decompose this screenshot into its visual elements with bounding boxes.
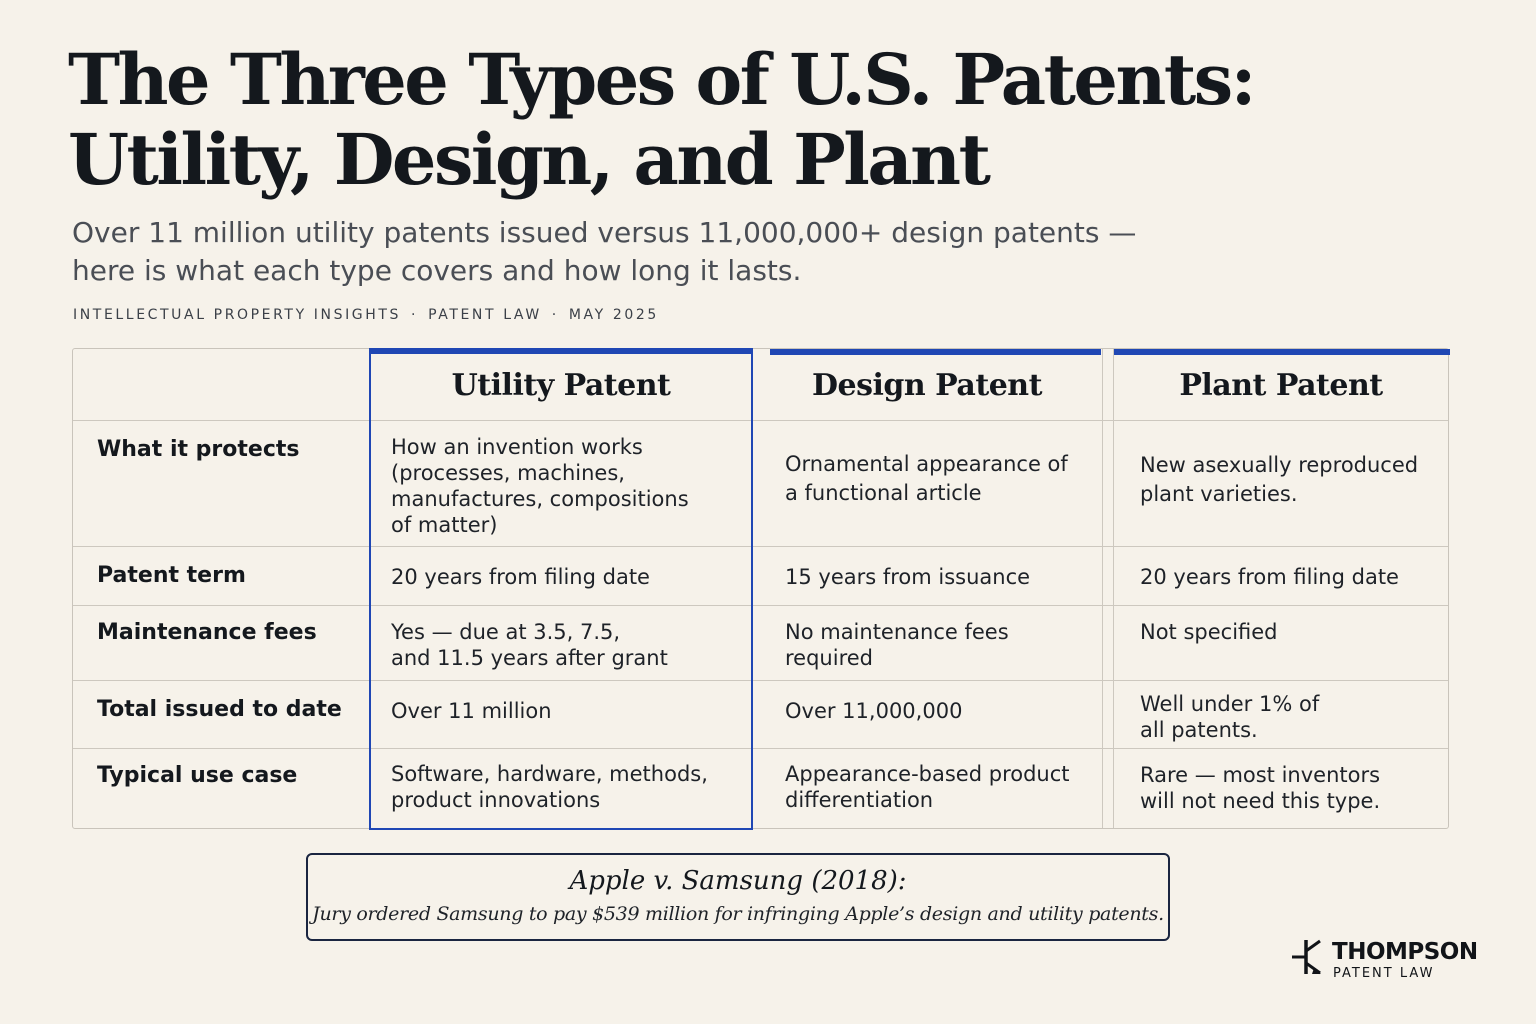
row-label-typical-use-case: Typical use case: [97, 763, 298, 788]
cell-design-term: 15 years from issuance: [785, 565, 1031, 589]
row-label-patent-term: Patent term: [97, 563, 246, 588]
page-subtitle: Over 11 million utility patents issued v…: [72, 214, 1136, 290]
cell-plant-fees: Not specified: [1140, 620, 1278, 644]
page-title-line-1: The Three Types of U.S. Patents:: [68, 38, 1256, 121]
column-divider: [1102, 349, 1103, 828]
cell-plant-term: 20 years from filing date: [1140, 565, 1399, 589]
meta-category: PATENT LAW: [428, 307, 542, 323]
meta-section: INTELLECTUAL PROPERTY INSIGHTS: [73, 307, 402, 323]
article-meta: INTELLECTUAL PROPERTY INSIGHTS · PATENT LA…: [73, 307, 659, 323]
row-divider: [73, 680, 1448, 681]
cell-plant-total: Well under 1% of all patents.: [1140, 692, 1320, 742]
cell-utility-protects: How an invention works (processes, machi…: [391, 435, 689, 537]
cell-design-fees: No maintenance fees required: [785, 620, 1009, 670]
row-divider: [73, 605, 1448, 606]
cell-plant-protects: New asexually reproduced plant varieties…: [1140, 453, 1419, 506]
page-subtitle-line-1: Over 11 million utility patents issued v…: [72, 216, 1137, 249]
cell-utility-term: 20 years from filing date: [391, 565, 650, 589]
brand-logo: THOMPSON PATENT LAW: [1290, 935, 1490, 985]
case-callout-title: Apple v. Samsung (2018):: [569, 866, 907, 896]
column-header-plant: Plant Patent: [1179, 368, 1383, 403]
brand-tagline: PATENT LAW: [1333, 966, 1435, 981]
row-label-total-issued: Total issued to date: [97, 697, 342, 722]
cell-design-use-case: Appearance-based product differentiation: [785, 762, 1070, 812]
cell-utility-fees: Yes — due at 3.5, 7.5, and 11.5 years af…: [391, 620, 668, 670]
row-divider: [73, 420, 1448, 421]
circuit-t-mark-icon: [1292, 939, 1321, 975]
case-callout: Apple v. Samsung (2018): Jury ordered Sa…: [306, 853, 1170, 941]
cell-utility-total: Over 11 million: [391, 699, 552, 723]
column-divider: [1113, 349, 1114, 828]
case-callout-text: Jury ordered Samsung to pay $539 million…: [312, 903, 1164, 925]
cell-design-total: Over 11,000,000: [785, 699, 963, 723]
row-divider: [73, 748, 1448, 749]
plant-column-accent: [1114, 349, 1450, 355]
page-title: The Three Types of U.S. Patents: Utility…: [68, 38, 1256, 201]
cell-design-protects: Ornamental appearance of a functional ar…: [785, 452, 1068, 505]
design-column-accent: [770, 349, 1101, 355]
meta-date: MAY 2025: [568, 307, 659, 323]
comparison-table: [72, 348, 1450, 829]
cell-plant-use-case: Rare — most inventors will not need this…: [1140, 763, 1381, 813]
column-header-utility: Utility Patent: [451, 368, 671, 403]
page-title-line-2: Utility, Design, and Plant: [68, 118, 991, 201]
row-divider: [73, 546, 1448, 547]
row-label-what-it-protects: What it protects: [97, 437, 300, 462]
page-subtitle-line-2: here is what each type covers and how lo…: [72, 254, 802, 287]
column-header-design: Design Patent: [812, 368, 1042, 403]
meta-separator: ·: [411, 307, 419, 323]
cell-utility-use-case: Software, hardware, methods, product inn…: [391, 762, 708, 812]
row-label-maintenance-fees: Maintenance fees: [97, 620, 317, 645]
brand-name: THOMPSON: [1332, 939, 1478, 965]
meta-separator: ·: [551, 307, 559, 323]
